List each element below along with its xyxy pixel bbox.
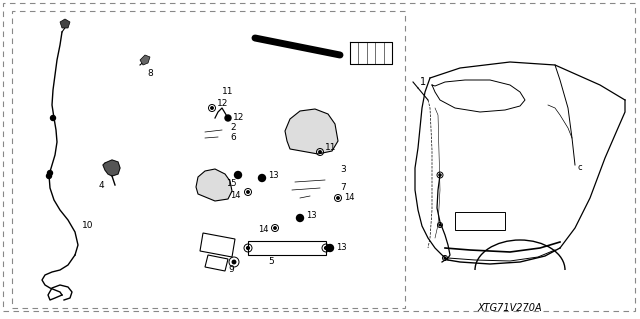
Circle shape: [246, 247, 250, 249]
Text: 1: 1: [420, 77, 426, 87]
Circle shape: [274, 227, 276, 229]
Text: 2: 2: [230, 123, 236, 132]
Circle shape: [444, 257, 446, 259]
Text: 11: 11: [325, 144, 337, 152]
Circle shape: [326, 244, 333, 251]
Bar: [248, 241, 326, 255]
Circle shape: [47, 170, 52, 175]
Text: 4: 4: [99, 181, 104, 189]
Circle shape: [234, 172, 241, 179]
Circle shape: [259, 174, 266, 182]
Text: 14: 14: [344, 192, 355, 202]
Circle shape: [439, 174, 441, 176]
Polygon shape: [350, 42, 392, 64]
Text: c: c: [578, 164, 582, 173]
Polygon shape: [103, 160, 120, 176]
Circle shape: [225, 115, 231, 121]
Text: 7: 7: [340, 183, 346, 192]
Circle shape: [211, 107, 213, 109]
Circle shape: [319, 151, 321, 153]
Circle shape: [247, 191, 249, 193]
Polygon shape: [285, 109, 338, 154]
Text: 11: 11: [222, 87, 234, 97]
Text: XTG71V270A: XTG71V270A: [477, 303, 542, 313]
Polygon shape: [196, 169, 232, 201]
Text: 14: 14: [258, 226, 269, 234]
Circle shape: [47, 174, 51, 179]
Text: 6: 6: [230, 133, 236, 143]
Text: 9: 9: [228, 265, 234, 275]
Text: 8: 8: [147, 69, 153, 78]
Bar: [12, 11, 405, 308]
Circle shape: [232, 260, 236, 264]
Circle shape: [439, 224, 441, 226]
Bar: [455, 212, 505, 230]
Text: 10: 10: [82, 220, 93, 229]
Text: 13: 13: [336, 243, 347, 253]
Text: 15: 15: [226, 179, 237, 188]
Polygon shape: [60, 19, 70, 28]
Text: 13: 13: [306, 211, 317, 220]
Polygon shape: [140, 55, 150, 65]
Text: 3: 3: [340, 166, 346, 174]
Circle shape: [51, 115, 56, 121]
Text: 12: 12: [217, 99, 228, 108]
Text: 14: 14: [230, 190, 241, 199]
Circle shape: [324, 247, 328, 249]
Circle shape: [337, 197, 339, 199]
Text: 12: 12: [233, 114, 244, 122]
Circle shape: [296, 214, 303, 221]
Text: 5: 5: [268, 257, 274, 266]
Text: 13: 13: [268, 170, 278, 180]
